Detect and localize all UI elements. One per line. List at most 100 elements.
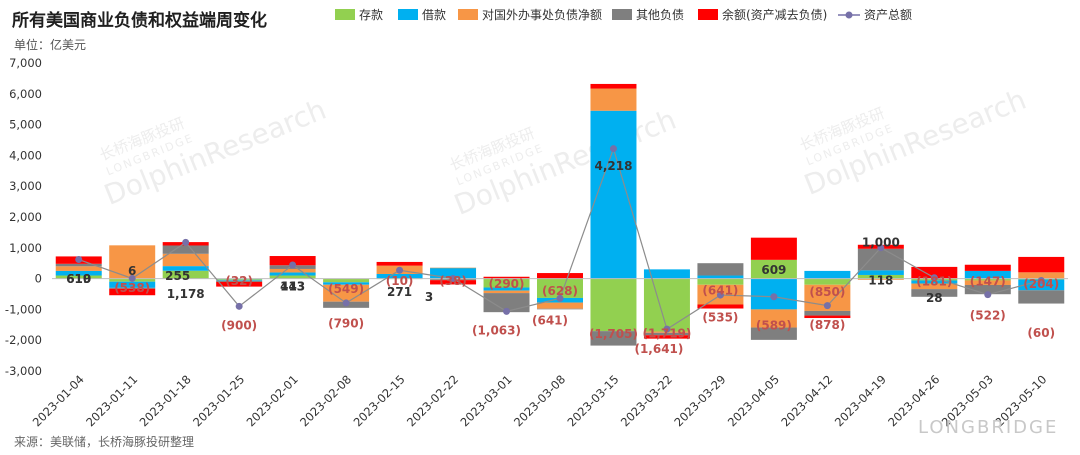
line-point (984, 291, 992, 299)
legend-label: 余额(资产减去负债) (722, 7, 827, 22)
bar-segment (750, 259, 797, 279)
bar-segment (323, 278, 370, 283)
bar-segment (590, 331, 637, 346)
line-point (503, 307, 511, 315)
y-axis: -3,000 -2,000 -1,000 0 1,000 2,000 3,000 4,000 5… (5, 56, 42, 378)
data-label: (549) (328, 282, 364, 296)
bar-segment (430, 280, 477, 285)
watermark-text: DolphinResearch (450, 103, 681, 222)
bar-segment (216, 280, 263, 282)
bar-segment (269, 275, 316, 279)
bar-segment (323, 282, 370, 285)
bar-segment (483, 293, 530, 313)
data-label: 610 (66, 272, 91, 286)
y-tick-label: 7,000 (9, 56, 42, 70)
data-label: (850) (809, 285, 845, 299)
bar-segment (55, 263, 102, 267)
legend-label: 其他负债 (636, 8, 684, 22)
x-axis: 2023-01-042023-01-112023-01-182023-01-25… (30, 372, 1050, 429)
legend-swatch (335, 9, 355, 20)
data-label: (181) (916, 275, 952, 289)
data-label: (535) (702, 311, 738, 325)
y-tick-label: 4,000 (9, 148, 42, 162)
bar-segment (804, 270, 851, 279)
bar-segment (964, 264, 1011, 271)
data-label: (538) (114, 281, 150, 295)
data-label: 1,000 (862, 236, 900, 250)
data-label: (900) (221, 319, 257, 333)
x-tick-label: 2023-02-01 (244, 372, 301, 429)
bar-segment (697, 304, 744, 309)
bar-segment (643, 332, 690, 336)
legend-swatch (612, 9, 632, 20)
bar-segment (590, 110, 637, 279)
line-point (1037, 276, 1045, 284)
unit-label: 单位：亿美元 (14, 37, 86, 52)
data-label: (1,641) (634, 342, 683, 356)
legend-label: 存款 (359, 8, 383, 22)
bar-segment (162, 245, 209, 254)
bar-segment (804, 310, 851, 316)
legend-marker-swatch (845, 11, 853, 19)
bar-segment (216, 279, 263, 281)
bars-layer (55, 83, 1065, 346)
bar-segment (964, 284, 1011, 295)
bar-segment (430, 267, 477, 269)
data-label: (1,705) (589, 327, 638, 341)
data-label: (628) (542, 284, 578, 298)
bar-segment (109, 287, 156, 289)
bar-segment (643, 278, 690, 332)
watermark-text: DolphinResearch (100, 93, 331, 212)
bar-segment (911, 283, 958, 290)
x-tick-label: 2023-02-08 (297, 372, 354, 429)
line-point (823, 302, 831, 310)
legend-label: 资产总额 (864, 8, 912, 22)
total-assets-line (75, 145, 1045, 333)
bar-segment (109, 281, 156, 288)
data-label: 113 (280, 280, 305, 294)
bar-segment (857, 274, 904, 279)
y-tick-label: -2,000 (5, 333, 42, 347)
bar-segment (55, 266, 102, 271)
line-point (770, 293, 778, 301)
x-tick-label: 2023-03-22 (618, 372, 675, 429)
legend-swatch (398, 9, 418, 20)
bar-segment (162, 253, 209, 267)
data-label: (204) (1023, 277, 1059, 291)
x-tick-label: 2023-01-04 (30, 372, 87, 429)
line-point (930, 274, 938, 282)
legend-label: 借款 (422, 8, 446, 22)
bar-segment (964, 278, 1011, 281)
line-point (609, 145, 617, 153)
bar-segment (537, 273, 583, 279)
bar-segment (537, 308, 583, 310)
bar-segment (911, 266, 958, 279)
y-tick-label: 1,000 (9, 241, 42, 255)
x-tick-label: 2023-03-29 (671, 372, 728, 429)
line-point (182, 238, 190, 246)
y-tick-label: 2,000 (9, 210, 42, 224)
data-label: 1,178 (167, 287, 205, 301)
bar-segment (162, 266, 209, 271)
data-label: 619 (66, 272, 91, 286)
data-label: 4,218 (594, 159, 632, 173)
bar-segment (537, 302, 583, 309)
bar-segment (483, 287, 530, 291)
x-tick-label: 2023-03-08 (511, 372, 568, 429)
data-label: 271 (387, 285, 412, 299)
legend: 存款 借款 对国外办事处负债净额 其他负债 余额(资产减去负债) 资产总额 (335, 7, 912, 22)
data-label: (522) (970, 308, 1006, 322)
x-tick-label: 2023-03-15 (564, 372, 621, 429)
bar-segment (750, 237, 797, 260)
data-label: 6 (128, 264, 136, 278)
data-label: 609 (761, 263, 786, 277)
x-tick-label: 2023-02-15 (351, 372, 408, 429)
data-label: (147) (970, 275, 1006, 289)
data-label: 443 (280, 280, 305, 294)
line-point (716, 291, 724, 299)
